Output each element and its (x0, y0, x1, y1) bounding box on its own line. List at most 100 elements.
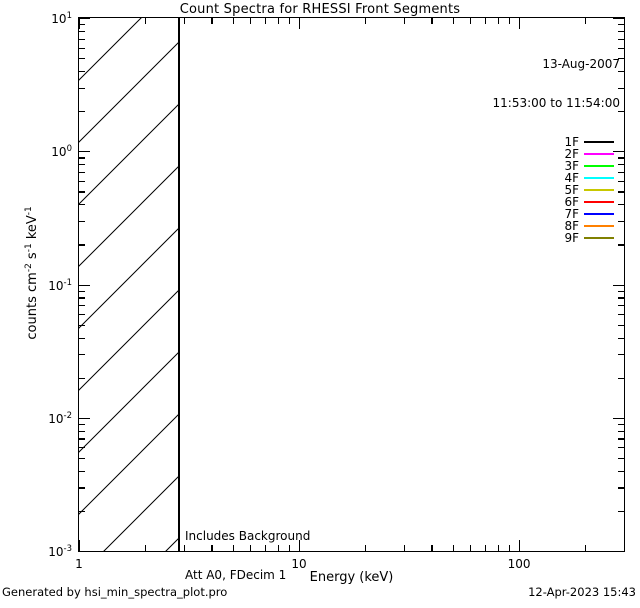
x-minor-tick (277, 545, 279, 551)
y-tick-exponent: -3 (63, 544, 72, 554)
y-minor-tick (79, 290, 85, 292)
x-major-tick (519, 540, 521, 551)
x-minor-tick (624, 545, 625, 551)
y-minor-tick (79, 30, 85, 33)
x-axis-title: Energy (keV) (309, 570, 394, 585)
y-minor-tick-right (618, 171, 624, 174)
y-minor-tick (79, 447, 85, 449)
y-axis-title-mid2: keV (25, 215, 41, 244)
y-minor-tick-right (618, 220, 624, 223)
hatched-excluded-region (79, 18, 178, 551)
y-minor-tick-right (618, 111, 624, 113)
x-minor-tick-top (277, 18, 279, 24)
x-minor-tick-top (452, 18, 454, 24)
y-tick-base: 10 (48, 545, 64, 559)
y-minor-tick-right (618, 180, 624, 182)
y-major-tick-right (613, 551, 624, 552)
y-minor-tick (79, 24, 85, 26)
annotation-attenuator-state: Att A0, FDecim 1 (185, 568, 287, 582)
legend-color-swatch (584, 188, 614, 192)
y-minor-tick-right (618, 244, 624, 246)
x-tick-label: 100 (507, 557, 531, 571)
x-major-tick (299, 540, 301, 551)
legend-entry: 8F (430, 220, 620, 232)
y-minor-tick-right (618, 337, 624, 339)
y-minor-tick-right (618, 24, 624, 26)
legend-entry-label: 9F (564, 231, 579, 245)
y-minor-tick-right (618, 438, 624, 440)
y-minor-tick (79, 220, 85, 223)
x-minor-tick (232, 545, 234, 551)
y-minor-tick (79, 457, 85, 460)
legend-color-swatch (584, 224, 614, 228)
legend-entry: 9F (430, 232, 620, 244)
y-minor-tick (79, 510, 85, 513)
x-minor-tick-top (484, 18, 487, 24)
x-minor-tick (183, 545, 186, 551)
y-minor-tick-right (618, 447, 624, 449)
x-minor-tick (470, 545, 472, 551)
x-tick-label: 1 (75, 557, 83, 571)
legend-entry-label: 4F (564, 171, 579, 185)
y-minor-tick-right (618, 164, 624, 166)
y-minor-tick (79, 430, 85, 432)
y-minor-tick-right (618, 430, 624, 432)
y-minor-tick (79, 164, 85, 166)
legend-entry: 3F (430, 160, 620, 172)
y-minor-tick-right (618, 30, 624, 33)
y-tick-label: 10-3 (20, 545, 72, 558)
y-minor-tick (79, 377, 85, 379)
y-minor-tick-right (618, 423, 624, 426)
y-tick-exponent: 1 (66, 11, 72, 21)
y-tick-exponent: -2 (63, 410, 72, 421)
y-minor-tick-right (618, 305, 624, 307)
y-axis-exp-2: -1 (23, 243, 34, 253)
legend-entries: 1F 2F 3F 4F 5F 6F 7F 8F 9F (430, 136, 620, 244)
legend: 13-Aug-2007 11:53:00 to 11:54:00 1F 2F 3F 4… (430, 32, 620, 270)
y-tick-exponent: -1 (63, 277, 72, 288)
legend-entry-label: 3F (564, 159, 579, 173)
x-minor-tick-top (497, 18, 499, 24)
y-minor-tick (79, 438, 85, 440)
legend-entry-label: 6F (564, 195, 579, 209)
x-minor-tick-top (183, 18, 186, 24)
legend-entry: 5F (430, 184, 620, 196)
y-axis-exp-1: -2 (23, 263, 34, 273)
y-tick-base: 10 (51, 12, 67, 26)
y-minor-tick (79, 423, 85, 426)
legend-entry: 2F (430, 148, 620, 160)
x-minor-tick-top (264, 18, 267, 24)
y-minor-tick-right (618, 470, 624, 472)
legend-color-swatch (584, 164, 614, 168)
legend-entry-label: 2F (564, 147, 579, 161)
x-minor-tick (497, 545, 499, 551)
annotation-includes-background: Includes Background (185, 529, 311, 543)
y-tick-label: 10-1 (20, 277, 72, 291)
legend-color-swatch (584, 152, 614, 156)
x-minor-tick (431, 545, 433, 551)
x-minor-tick-top (250, 18, 252, 24)
x-minor-tick-top (470, 18, 472, 24)
y-minor-tick (79, 180, 85, 182)
y-minor-tick-right (618, 58, 624, 60)
x-minor-tick-top (288, 18, 291, 24)
x-major-tick-top (299, 18, 301, 29)
y-minor-tick (79, 171, 85, 174)
y-tick-label: 101 (20, 12, 72, 25)
y-minor-tick-right (618, 377, 624, 379)
y-minor-tick-right (618, 457, 624, 460)
y-minor-tick-right (618, 290, 624, 292)
x-minor-tick-top (431, 18, 433, 24)
y-minor-tick-right (618, 87, 624, 89)
y-major-tick (79, 417, 90, 419)
y-major-tick-right (613, 18, 624, 20)
y-minor-tick-right (618, 510, 624, 513)
legend-entry: 1F (430, 136, 620, 148)
legend-entry-label: 8F (564, 219, 579, 233)
y-minor-tick (79, 204, 85, 206)
footer-generator-text: Generated by hsi_min_spectra_plot.pro (2, 585, 228, 599)
y-minor-tick (79, 47, 85, 49)
x-major-tick (79, 540, 81, 551)
y-major-tick-right (613, 417, 624, 419)
